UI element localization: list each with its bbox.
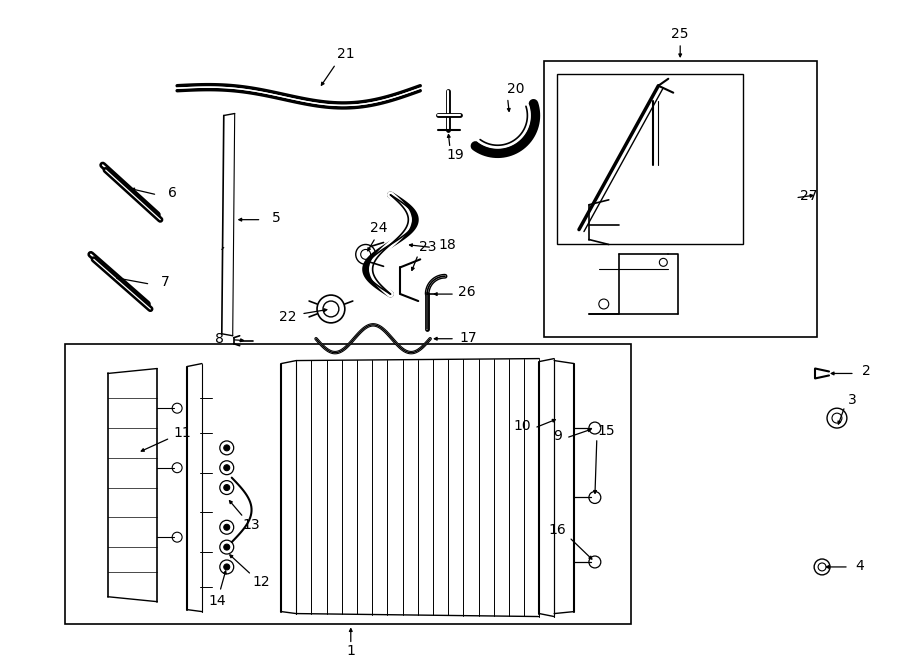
- Circle shape: [224, 524, 230, 530]
- Text: 13: 13: [243, 518, 260, 532]
- Text: 2: 2: [862, 364, 871, 379]
- Text: 16: 16: [548, 524, 566, 537]
- Circle shape: [224, 445, 230, 451]
- Bar: [544, 61, 817, 336]
- Text: 7: 7: [161, 275, 169, 289]
- Circle shape: [224, 465, 230, 471]
- Text: 17: 17: [459, 330, 477, 345]
- Circle shape: [224, 485, 230, 490]
- Text: 14: 14: [208, 594, 226, 607]
- Text: 11: 11: [173, 426, 191, 440]
- Text: 19: 19: [446, 148, 464, 162]
- Text: 18: 18: [438, 239, 456, 253]
- Circle shape: [224, 564, 230, 570]
- Text: 20: 20: [507, 82, 524, 96]
- Text: 5: 5: [272, 211, 281, 225]
- Text: 15: 15: [597, 424, 615, 438]
- Text: 4: 4: [855, 559, 864, 573]
- Text: 8: 8: [215, 332, 224, 346]
- Text: 24: 24: [370, 221, 387, 235]
- Text: 25: 25: [671, 27, 688, 41]
- Text: 10: 10: [514, 419, 531, 433]
- Bar: [557, 74, 742, 245]
- Text: 23: 23: [419, 241, 436, 254]
- Text: 9: 9: [553, 429, 562, 443]
- Text: 21: 21: [337, 47, 355, 61]
- Text: 3: 3: [848, 393, 856, 407]
- Text: 22: 22: [278, 310, 296, 324]
- Text: 27: 27: [800, 189, 818, 203]
- Text: 1: 1: [346, 644, 356, 658]
- Text: 26: 26: [458, 285, 476, 299]
- Circle shape: [224, 544, 230, 550]
- Text: 6: 6: [167, 186, 176, 200]
- Bar: [65, 344, 631, 625]
- Text: 12: 12: [253, 575, 270, 589]
